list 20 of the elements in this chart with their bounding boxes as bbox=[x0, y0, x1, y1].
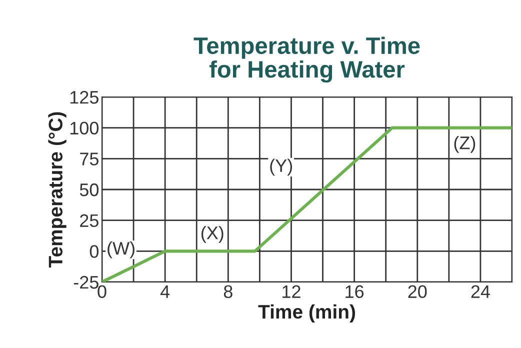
y-tick-label: 125 bbox=[70, 90, 98, 104]
chart-title: Temperature v. Time for Heating Water bbox=[194, 36, 420, 83]
annotation: (Y) bbox=[270, 158, 292, 176]
y-tick-label: -25 bbox=[74, 276, 98, 289]
y-tick-label: 75 bbox=[80, 152, 98, 166]
y-tick-label: 0 bbox=[90, 245, 99, 258]
annotation: (Z) bbox=[454, 136, 476, 153]
x-axis-title: Time (min) bbox=[258, 304, 356, 323]
x-tick-label: 20 bbox=[408, 285, 427, 298]
y-axis-title: Temperature (°C) bbox=[48, 112, 66, 268]
x-tick-label: 4 bbox=[160, 285, 170, 298]
annotation: (X) bbox=[201, 226, 224, 243]
y-tick-label: 100 bbox=[70, 122, 99, 135]
x-tick-label: 24 bbox=[471, 285, 490, 298]
x-tick-label: 8 bbox=[224, 285, 232, 298]
x-tick-label: 16 bbox=[346, 285, 364, 298]
annotation: (W) bbox=[108, 241, 134, 258]
x-tick-label: 12 bbox=[282, 285, 300, 298]
y-tick-label: 25 bbox=[80, 214, 98, 228]
y-tick-label: 50 bbox=[80, 183, 99, 196]
